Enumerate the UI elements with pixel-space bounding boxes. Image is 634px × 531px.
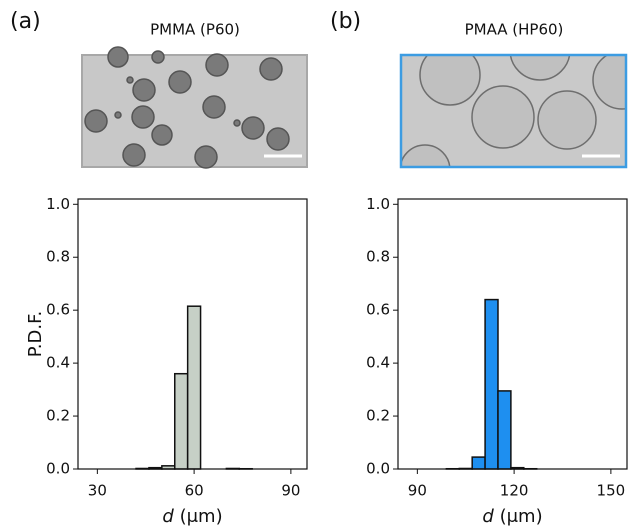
y-tick-label: 0.6 bbox=[46, 301, 70, 319]
y-axis-label: P.D.F. bbox=[25, 311, 46, 358]
bar bbox=[471, 456, 486, 470]
y-tick-label: 0.8 bbox=[46, 248, 70, 266]
x-axis-unit: (μm) bbox=[180, 506, 223, 527]
bar bbox=[484, 298, 499, 470]
axes-frame bbox=[77, 198, 308, 470]
y-tick-label: 0.2 bbox=[366, 407, 390, 425]
x-axis-label: d (μm) bbox=[482, 506, 542, 527]
x-tick-label: 150 bbox=[597, 482, 626, 500]
x-tick-label: 90 bbox=[281, 482, 300, 500]
y-tick-label: 0.2 bbox=[46, 407, 70, 425]
panel-label: (a) bbox=[10, 9, 41, 34]
y-tick-label: 0.8 bbox=[366, 248, 390, 266]
axes-frame bbox=[397, 198, 628, 470]
image-title: PMAA (HP60) bbox=[465, 21, 564, 39]
x-axis-label: d (μm) bbox=[162, 506, 222, 527]
y-tick-label: 0.4 bbox=[46, 354, 70, 372]
x-tick-label: 90 bbox=[408, 482, 427, 500]
y-tick-label: 0.4 bbox=[366, 354, 390, 372]
bar bbox=[174, 372, 189, 470]
x-axis-unit: (μm) bbox=[500, 506, 543, 527]
y-tick-label: 1.0 bbox=[46, 195, 70, 213]
bar bbox=[186, 305, 202, 470]
x-tick-label: 60 bbox=[185, 482, 204, 500]
micrograph-b bbox=[399, 53, 628, 169]
y-tick-label: 0.0 bbox=[366, 460, 390, 478]
micrograph-a bbox=[81, 46, 308, 169]
panel-label: (b) bbox=[330, 9, 361, 34]
bar bbox=[497, 390, 512, 470]
image-title: PMMA (P60) bbox=[150, 21, 240, 39]
x-tick-label: 120 bbox=[500, 482, 529, 500]
y-tick-label: 1.0 bbox=[366, 195, 390, 213]
x-tick-label: 30 bbox=[88, 482, 107, 500]
y-tick-label: 0.0 bbox=[46, 460, 70, 478]
x-axis-symbol: d bbox=[162, 506, 174, 527]
y-tick-label: 0.6 bbox=[366, 301, 390, 319]
x-axis-symbol: d bbox=[482, 506, 494, 527]
